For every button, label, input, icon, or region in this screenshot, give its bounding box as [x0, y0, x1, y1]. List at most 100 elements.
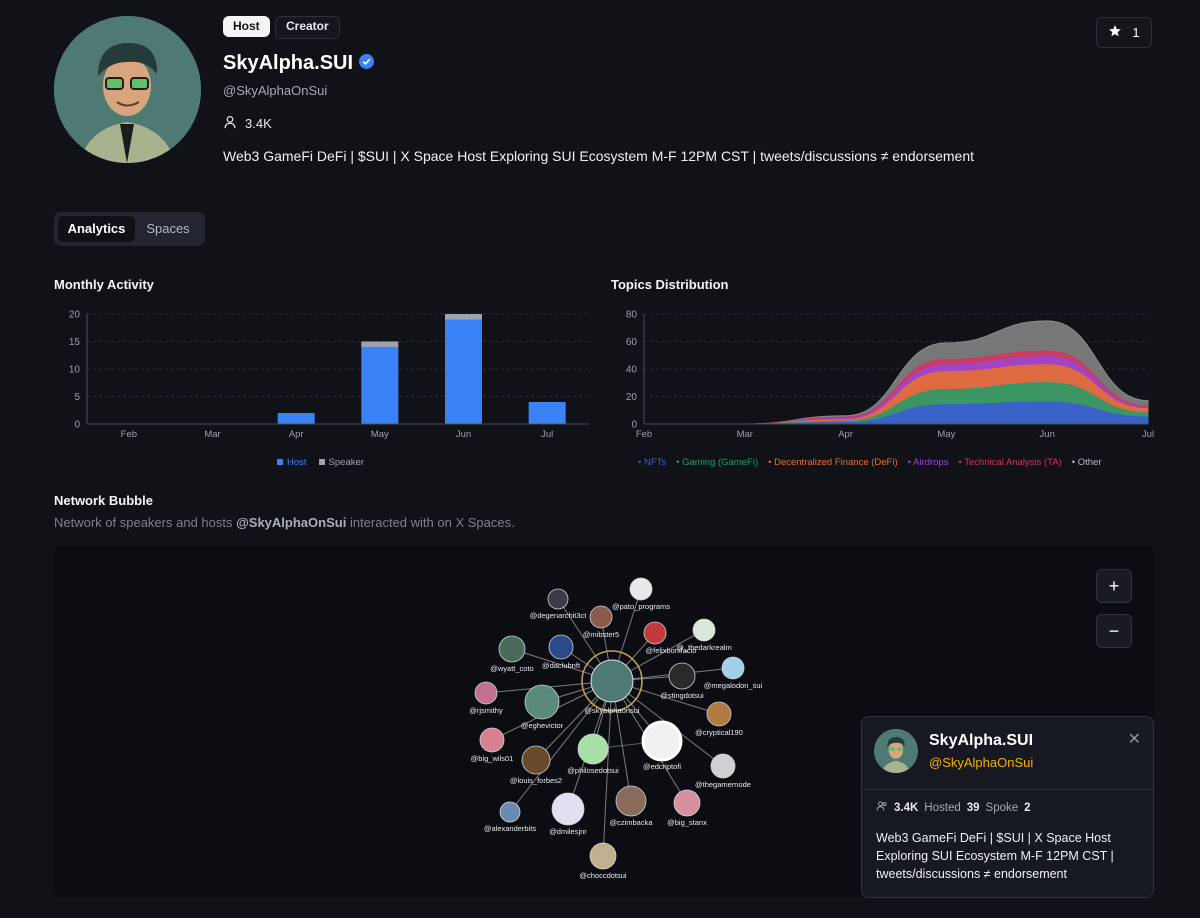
bar-x-tick: Feb — [121, 429, 137, 440]
follower-count: 3.4K — [223, 115, 272, 132]
network-node[interactable] — [551, 792, 585, 826]
host-badge: Host — [223, 16, 270, 37]
network-node-label: @_thedarkrealm — [676, 643, 732, 652]
profile-avatar — [54, 16, 201, 163]
topics-chart: 0 20 40 60 80 Feb Mar Apr May Jun Jul — [626, 310, 1154, 441]
area-y-tick: 60 — [626, 337, 638, 348]
network-node-label: @czimbacka — [609, 818, 653, 827]
network-node-label: @dmilesjnr — [549, 827, 587, 836]
network-node[interactable] — [521, 745, 551, 775]
network-node[interactable] — [474, 681, 498, 705]
legend-airdrops: • Airdrops — [907, 457, 949, 468]
network-node[interactable] — [692, 618, 716, 642]
center-highlight-ring — [581, 650, 643, 712]
card-spoke-label: Spoke — [985, 801, 1019, 814]
monthly-activity-legend: Host Speaker — [277, 457, 364, 468]
network-node-label: @felixbonifacio — [646, 646, 697, 655]
network-node[interactable] — [641, 720, 683, 762]
network-node[interactable] — [479, 727, 505, 753]
network-node[interactable] — [589, 605, 613, 629]
zoom-out-button[interactable]: − — [1096, 614, 1132, 648]
legend-other: • Other — [1071, 457, 1102, 468]
view-tabs: Analytics Spaces — [54, 212, 205, 246]
bar-host-may[interactable] — [361, 347, 399, 424]
area-x-tick: Feb — [636, 429, 652, 440]
zoom-in-button[interactable]: + — [1096, 569, 1132, 603]
center-node-label: @skyalphaonsui — [584, 706, 639, 715]
network-node[interactable] — [615, 785, 647, 817]
tab-spaces[interactable]: Spaces — [146, 221, 190, 236]
close-icon[interactable]: ✕ — [1127, 731, 1141, 748]
area-y-tick: 20 — [626, 392, 638, 403]
network-node[interactable] — [721, 656, 745, 680]
card-hosted: 39 — [966, 801, 980, 814]
network-node[interactable] — [577, 733, 609, 765]
topics-title: Topics Distribution — [611, 277, 729, 292]
card-divider — [862, 789, 1153, 790]
network-node-label: @megalodon_sui — [704, 681, 763, 690]
network-node[interactable] — [710, 753, 736, 779]
network-node[interactable] — [673, 789, 701, 817]
network-node-label: @alexanderbits — [484, 824, 536, 833]
area-x-tick: Mar — [737, 429, 753, 440]
network-node-label: @degenarchit3ct — [530, 611, 588, 620]
area-x-tick: Apr — [838, 429, 853, 440]
network-node-label: @mibster5 — [583, 630, 619, 639]
bar-speaker-jun[interactable] — [445, 314, 482, 320]
bar-y-tick: 20 — [69, 310, 81, 321]
network-node[interactable] — [668, 662, 696, 690]
area-y-tick: 40 — [626, 365, 638, 376]
network-node[interactable] — [629, 577, 653, 601]
user-icon — [223, 115, 237, 132]
legend-technical-analysis-ta-: • Technical Analysis (TA) — [958, 457, 1062, 468]
network-node-label: @big_stanx — [667, 818, 707, 827]
network-node-label: @thegamernode — [695, 780, 751, 789]
network-node[interactable] — [548, 634, 574, 660]
bar-host-jun[interactable] — [445, 319, 482, 425]
network-node-label: @choccdotsui — [579, 871, 627, 880]
profile-popup-card: SkyAlpha.SUI @SkyAlphaOnSui ✕ 3.4K Hoste… — [861, 716, 1154, 898]
center-node[interactable] — [590, 659, 634, 703]
bar-host-jul[interactable] — [528, 402, 566, 424]
network-node-label: @philosedotsui — [567, 766, 619, 775]
users-icon — [876, 800, 888, 815]
bar-y-tick: 10 — [69, 365, 81, 376]
monthly-activity-chart: 0 5 10 15 20 Feb Mar Apr May Jun Jul — [69, 310, 589, 440]
network-subtitle: Network of speakers and hosts @SkyAlphaO… — [54, 515, 515, 530]
network-node-label: @pato_programs — [612, 602, 670, 611]
network-title: Network Bubble — [54, 493, 153, 508]
network-node[interactable] — [524, 684, 560, 720]
network-node-label: @daclubnft — [542, 661, 581, 670]
network-node[interactable] — [589, 842, 617, 870]
card-followers: 3.4K — [894, 801, 919, 814]
card-stats: 3.4K Hosted 39 Spoke 2 — [876, 800, 1031, 815]
card-spoke: 2 — [1024, 801, 1031, 814]
network-node-label: @rjsmithy — [469, 706, 503, 715]
bar-host-apr[interactable] — [277, 413, 315, 424]
card-hosted-label: Hosted — [924, 801, 961, 814]
tab-analytics[interactable]: Analytics — [58, 216, 135, 242]
favorite-button[interactable]: 1 — [1096, 17, 1152, 48]
network-edge — [602, 680, 613, 857]
network-node-label: @eghevictor — [521, 721, 564, 730]
profile-bio: Web3 GameFi DeFi | $SUI | X Space Host E… — [223, 148, 975, 164]
area-x-tick: May — [937, 429, 955, 440]
favorite-count: 1 — [1132, 25, 1140, 40]
network-node[interactable] — [547, 588, 569, 610]
legend-decentralized-finance-defi-: • Decentralized Finance (DeFi) — [768, 457, 898, 468]
card-handle[interactable]: @SkyAlphaOnSui — [929, 755, 1034, 770]
network-node-label: @louis_forbes2 — [510, 776, 562, 785]
bar-y-tick: 5 — [74, 392, 80, 403]
network-node-label: @big_wils01 — [471, 754, 514, 763]
bar-speaker-may[interactable] — [361, 341, 399, 348]
bar-y-tick: 0 — [74, 420, 80, 431]
network-node[interactable] — [498, 635, 526, 663]
area-y-tick: 0 — [631, 420, 637, 431]
network-node[interactable] — [643, 621, 667, 645]
network-node[interactable] — [706, 701, 732, 727]
bar-x-tick: Apr — [289, 429, 304, 440]
network-edge — [509, 680, 613, 813]
network-node[interactable] — [499, 801, 521, 823]
legend-nfts: • NFTs — [638, 457, 667, 468]
card-avatar — [874, 729, 918, 773]
